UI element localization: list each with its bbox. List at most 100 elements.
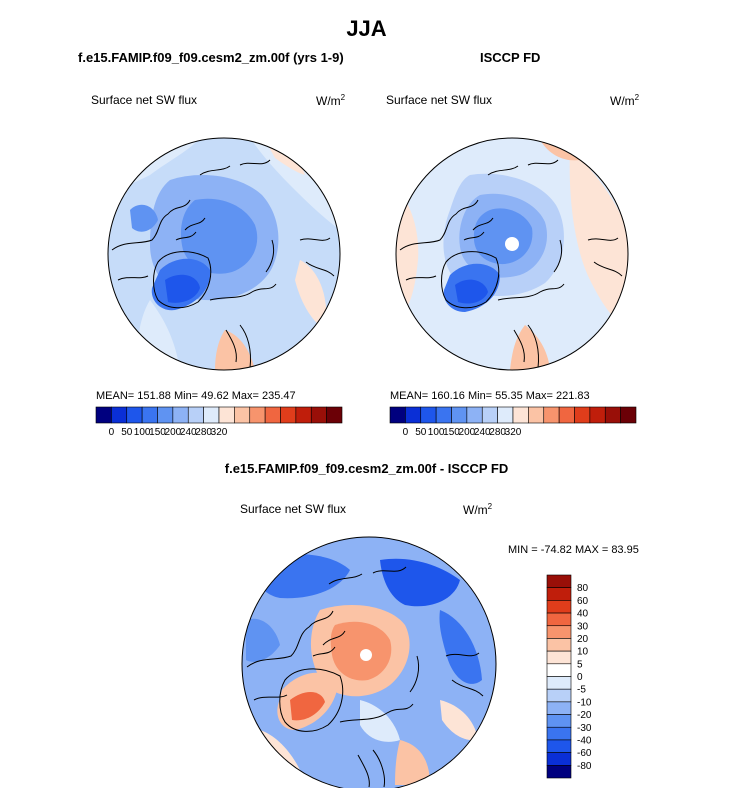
panel1-colorbar-swatch bbox=[280, 406, 297, 424]
panel2-colorbar-swatch bbox=[389, 406, 406, 424]
panel1-colorbar-swatch bbox=[326, 406, 343, 424]
panel1-colorbar-swatch bbox=[111, 406, 128, 424]
panel2-missing-pole bbox=[505, 237, 519, 251]
panel3-colorbar-swatch bbox=[546, 612, 572, 627]
panel2-colorbar-tick-label: 240 bbox=[474, 427, 491, 438]
panel2-colorbar-swatch bbox=[420, 406, 437, 424]
panel3-units-exp: 2 bbox=[487, 502, 493, 511]
panel1-colorbar-swatch bbox=[172, 406, 189, 424]
panel3-colorbar-tick-label: 60 bbox=[577, 596, 589, 607]
panel1-colorbar-swatch bbox=[234, 406, 251, 424]
panel2-map bbox=[395, 137, 629, 371]
panel3-colorbar-tick-label: -5 bbox=[577, 685, 586, 696]
panel3-colorbar-tick-label: 20 bbox=[577, 634, 589, 645]
panel3-colorbar-tick-label: -30 bbox=[577, 723, 592, 734]
panel3-field-region bbox=[330, 621, 392, 681]
panel1-field-region bbox=[165, 274, 200, 303]
panel3-colorbar-tick-label: -20 bbox=[577, 710, 592, 721]
panel3-map-border bbox=[241, 536, 497, 788]
panel2-colorbar-tick-label: 280 bbox=[489, 427, 506, 438]
panel1-colorbar-swatch bbox=[203, 406, 220, 424]
panel1-colorbar-swatch bbox=[264, 406, 281, 424]
panel2-colorbar-swatch bbox=[589, 406, 606, 424]
panel3-colorbar-swatch bbox=[546, 676, 572, 690]
panel3-field-region bbox=[395, 740, 430, 785]
panel3-colorbar-tick-label: 30 bbox=[577, 621, 589, 632]
panel3-colorbar-tick-label: -60 bbox=[577, 748, 592, 759]
panel2-field-region bbox=[540, 140, 580, 161]
panel1-colorbar-swatch bbox=[218, 406, 235, 424]
panel3-field-region bbox=[260, 730, 300, 771]
panel3-colorbar-tick-label: -80 bbox=[577, 761, 592, 772]
panel2-colorbar-tick-label: 50 bbox=[415, 427, 427, 438]
figure-title: JJA bbox=[346, 16, 387, 41]
panel2-colorbar-tick-label: 320 bbox=[505, 427, 522, 438]
panel1-variable-label: Surface net SW flux bbox=[91, 93, 198, 107]
panel3-colorbar-tick-label: -10 bbox=[577, 697, 592, 708]
panel1-colorbar-swatch bbox=[310, 406, 327, 424]
panel1-map-border bbox=[107, 137, 341, 371]
panel1-colorbar-swatch bbox=[157, 406, 174, 424]
panel2-colorbar-tick-label: 200 bbox=[459, 427, 476, 438]
panel3-units-label: W/m2 bbox=[463, 502, 492, 517]
panel2-colorbar-swatch bbox=[497, 406, 514, 424]
panel2-field-region bbox=[569, 150, 628, 330]
panel1-colorbar-swatch bbox=[187, 406, 204, 424]
panel2-units-base: W/m bbox=[610, 94, 635, 108]
panel2-stats-text: MEAN= 160.16 Min= 55.35 Max= 221.83 bbox=[390, 390, 590, 402]
panel2-colorbar-tick-label: 100 bbox=[428, 427, 445, 438]
panel3-field-region bbox=[440, 700, 478, 741]
panel2-field-region bbox=[396, 190, 419, 320]
panel1-colorbar-tick-label: 50 bbox=[121, 427, 133, 438]
panel3-colorbar-swatch bbox=[546, 600, 572, 614]
panel2-field-region bbox=[510, 325, 550, 370]
panel3-colorbar-swatch bbox=[546, 650, 572, 665]
panel1-units-label: W/m2 bbox=[316, 93, 345, 108]
panel2-coastlines bbox=[399, 159, 623, 369]
panel2-colorbar-swatch bbox=[604, 406, 621, 424]
panel2-colorbar-swatch bbox=[466, 406, 483, 424]
panel3-colorbar-swatch bbox=[546, 625, 572, 639]
panel1-colorbar-tick-label: 100 bbox=[134, 427, 151, 438]
panel3-colorbar-swatch bbox=[546, 587, 572, 601]
panel3-colorbar-swatch bbox=[546, 714, 572, 728]
panel1-units-base: W/m bbox=[316, 94, 341, 108]
panel1-colorbar-tick-label: 150 bbox=[149, 427, 166, 438]
panel1-case-title: f.e15.FAMIP.f09_f09.cesm2_zm.00f (yrs 1-… bbox=[78, 50, 344, 65]
panel2-units-label: W/m2 bbox=[610, 93, 639, 108]
panel3-colorbar-swatch bbox=[546, 638, 572, 652]
panel2-case-title: ISCCP FD bbox=[480, 50, 541, 65]
panel1-colorbar-tick-label: 240 bbox=[180, 427, 197, 438]
panel2-field-region bbox=[455, 279, 488, 304]
panel2-colorbar-swatch bbox=[451, 406, 468, 424]
panel1-colorbar-tick-label: 280 bbox=[195, 427, 212, 438]
panel1-coastlines bbox=[111, 159, 335, 369]
panel1-colorbar-swatch bbox=[295, 406, 312, 424]
panel3-colorbar-tick-label: 80 bbox=[577, 583, 589, 594]
panel3-colorbar-tick-label: -40 bbox=[577, 735, 592, 746]
panel3-colorbar-tick-label: 5 bbox=[577, 659, 583, 670]
panel2-variable-label: Surface net SW flux bbox=[386, 93, 493, 107]
panel2-colorbar-swatch bbox=[405, 406, 422, 424]
panel1-units-exp: 2 bbox=[340, 93, 346, 102]
panel2-colorbar-swatch bbox=[558, 406, 575, 424]
panel1-colorbar-tick-label: 0 bbox=[109, 427, 115, 438]
panel1-colorbar-swatch bbox=[249, 406, 266, 424]
panel3-variable-label: Surface net SW flux bbox=[240, 502, 347, 516]
panel3-colorbar-swatch bbox=[546, 701, 572, 715]
panel3-colorbar-swatch bbox=[546, 688, 572, 703]
panel2-colorbar-swatch bbox=[512, 406, 529, 424]
panel3-colorbar-swatch bbox=[546, 726, 572, 741]
panel1-stats-text: MEAN= 151.88 Min= 49.62 Max= 235.47 bbox=[96, 390, 296, 402]
panel2-colorbar-tick-label: 150 bbox=[443, 427, 460, 438]
panel3-field-region bbox=[439, 610, 482, 684]
panel3-colorbar-swatch bbox=[546, 574, 572, 588]
panel2-map-border bbox=[395, 137, 629, 371]
panel3-coastlines bbox=[246, 566, 484, 788]
panel2-colorbar-tick-label: 0 bbox=[403, 427, 409, 438]
panel3-field-region bbox=[290, 691, 325, 721]
panel1-field-region bbox=[295, 260, 327, 330]
panel3-colorbar-tick-label: 40 bbox=[577, 609, 589, 620]
panel2-colorbar-swatch bbox=[620, 406, 637, 424]
